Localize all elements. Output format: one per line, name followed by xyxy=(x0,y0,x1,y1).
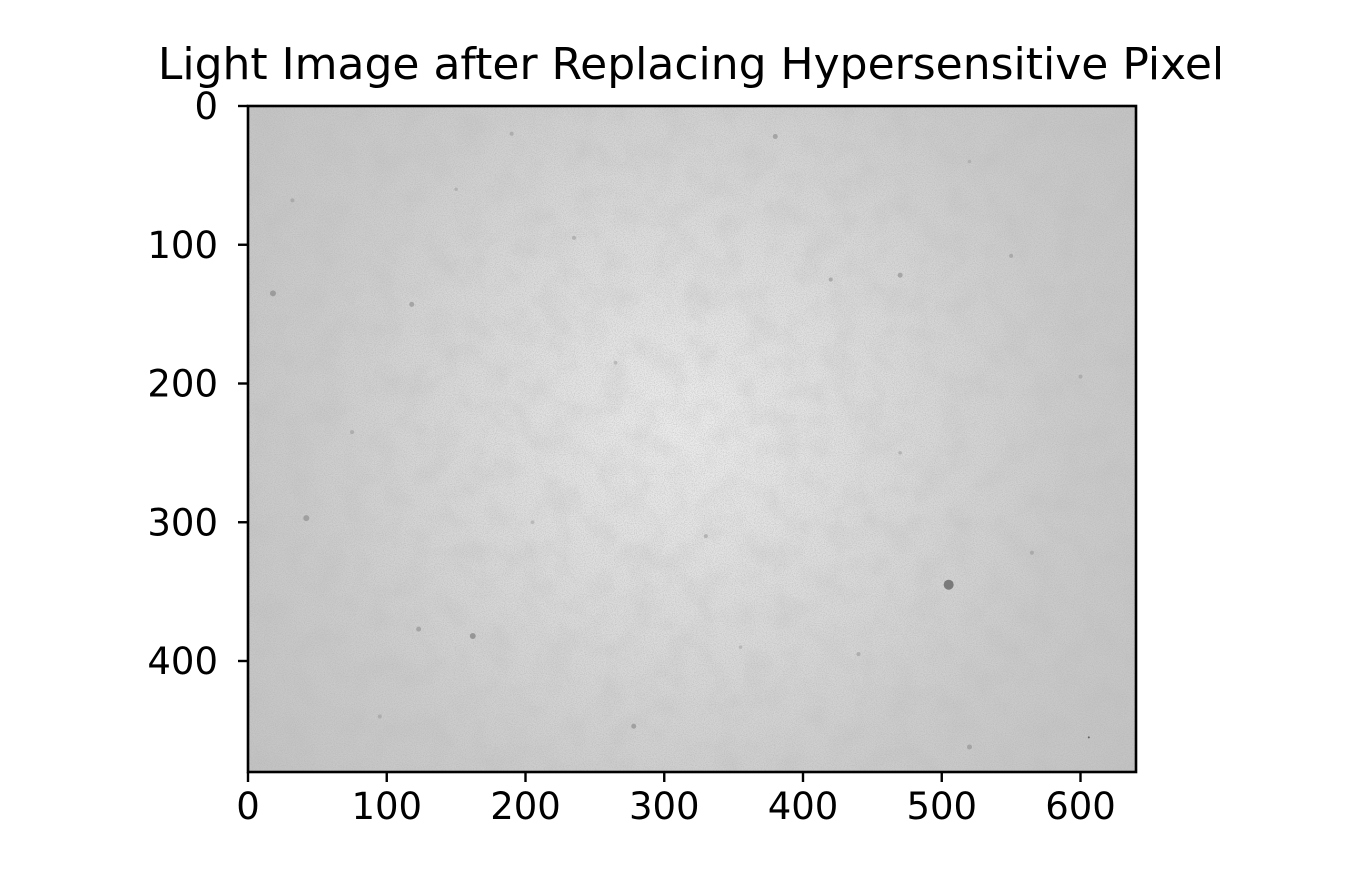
y-axis: 0 100 200 300 400 xyxy=(147,85,248,683)
y-tick-label-200: 200 xyxy=(147,363,218,406)
y-tick-label-300: 300 xyxy=(147,501,218,544)
dark-speck-14 xyxy=(967,744,972,750)
x-tick-label-0: 0 xyxy=(236,785,260,828)
dark-speck-5 xyxy=(416,626,422,632)
dark-speck-0 xyxy=(943,579,954,590)
x-tick-label-100: 100 xyxy=(351,785,422,828)
y-tick-label-400: 400 xyxy=(147,640,218,683)
dark-speck-1 xyxy=(469,633,476,640)
dark-speck-22 xyxy=(613,360,618,365)
x-tick-label-500: 500 xyxy=(906,785,977,828)
x-tick-label-400: 400 xyxy=(768,785,839,828)
x-tick-label-600: 600 xyxy=(1045,785,1116,828)
dark-speck-10 xyxy=(1009,253,1014,258)
axes-frame xyxy=(246,104,1138,774)
dark-speck-19 xyxy=(703,534,708,539)
dark-speck-7 xyxy=(772,134,778,140)
chart-title: Light Image after Replacing Hypersensiti… xyxy=(158,39,1224,90)
plot-area xyxy=(246,104,1138,774)
dark-speck-4 xyxy=(409,301,415,307)
dark-speck-24 xyxy=(898,451,902,455)
dark-speck-11 xyxy=(290,198,295,203)
dark-speck-3 xyxy=(303,515,310,522)
dark-speck-25 xyxy=(530,520,535,525)
dark-speck-15 xyxy=(350,430,355,435)
dark-speck-12 xyxy=(509,131,514,136)
image-heatmap xyxy=(248,106,1136,772)
y-tick-label-0: 0 xyxy=(194,85,218,128)
dark-speck-26 xyxy=(454,187,458,192)
dark-speck-8 xyxy=(897,272,903,278)
dark-speck-21 xyxy=(377,714,382,719)
dark-speck-23 xyxy=(738,645,743,649)
dark-speck-6 xyxy=(631,723,637,729)
x-axis: 0 100 200 300 400 500 600 xyxy=(236,772,1116,828)
dark-speck-18 xyxy=(1087,736,1090,739)
x-tick-label-200: 200 xyxy=(490,785,561,828)
dark-speck-2 xyxy=(269,290,276,297)
dark-speck-20 xyxy=(1078,374,1083,379)
dark-speck-16 xyxy=(572,235,577,240)
dark-speck-27 xyxy=(967,159,972,164)
x-tick-label-300: 300 xyxy=(629,785,700,828)
dark-speck-13 xyxy=(1029,550,1034,555)
image-speckle-texture xyxy=(248,106,1136,772)
dark-speck-9 xyxy=(828,277,833,282)
dark-speck-17 xyxy=(856,652,861,657)
y-tick-label-100: 100 xyxy=(147,224,218,267)
